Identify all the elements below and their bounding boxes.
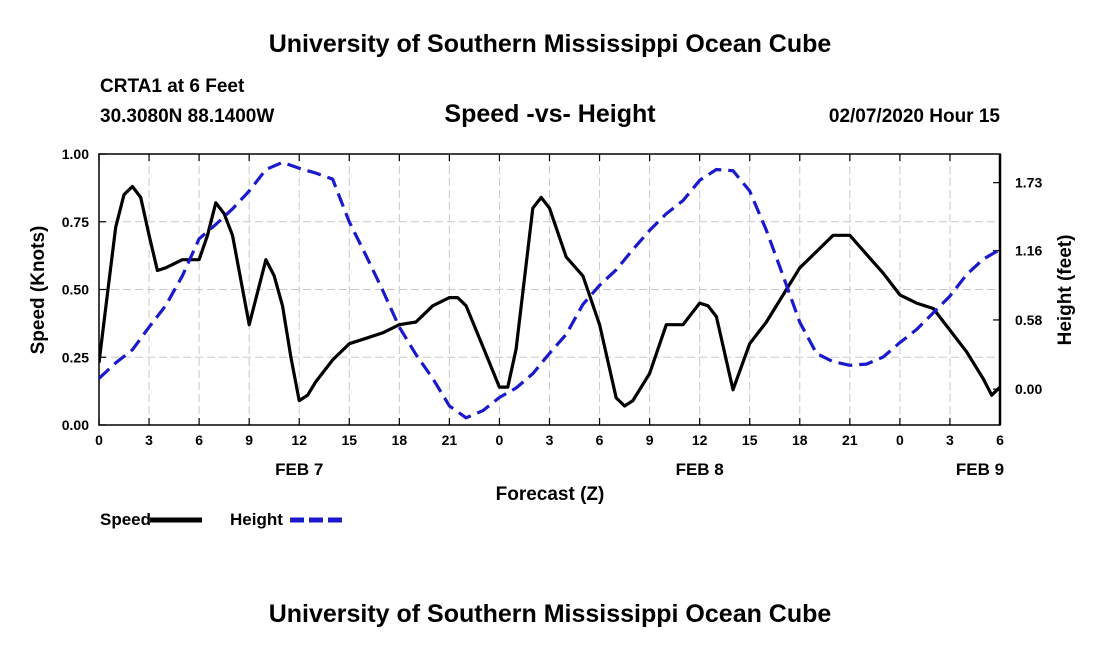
x-tick-label: 9 [245,432,253,448]
chart-series [99,160,1000,420]
x-tick-label: 6 [596,432,604,448]
x-tick-label: 3 [546,432,554,448]
x-tick-label: 0 [496,432,504,448]
y-tick-label-right: 1.16 [1015,243,1042,259]
x-tick-label: 15 [341,432,357,448]
speed-series-line [99,184,1000,408]
top-title: University of Southern Mississippi Ocean… [268,30,832,58]
station-label: CRTA1 at 6 Feet [100,76,245,97]
forecast-datetime: 02/07/2020 Hour 15 [828,106,1000,127]
x-tick-label: 18 [792,432,808,448]
day-label: FEB 9 [956,460,1004,479]
chart-title: Speed -vs- Height [444,100,656,128]
y-axis-title-left: Speed (Knots) [28,226,49,355]
y-tick-label-right: 0.00 [1015,381,1042,397]
x-tick-label: 21 [842,432,858,448]
x-tick-label: 15 [742,432,758,448]
x-tick-label: 3 [946,432,954,448]
x-tick-label: 12 [692,432,708,448]
height-series-line [99,160,1000,420]
x-tick-label: 6 [195,432,203,448]
y-tick-label-left: 0.00 [62,417,89,433]
x-tick-label: 0 [896,432,904,448]
chart-axes: 0 3 6 9 12 15 18 21 0 3 6 9 12 15 18 21 0 3 6 0.00 0.25 0.50 0… [62,146,1043,479]
day-label: FEB 7 [275,460,323,479]
legend-label: Speed [100,510,151,529]
y-tick-label-right: 0.58 [1015,312,1042,328]
x-tick-label: 18 [392,432,408,448]
x-tick-label: 12 [291,432,307,448]
y-tick-label-left: 0.25 [62,349,89,365]
x-tick-label: 9 [646,432,654,448]
x-tick-label: 3 [145,432,153,448]
x-tick-label: 0 [95,432,103,448]
y-tick-label-left: 0.50 [62,282,89,298]
y-tick-label-left: 0.75 [62,214,89,230]
station-coordinates: 30.3080N 88.1400W [100,106,275,127]
y-tick-label-right: 1.73 [1015,175,1042,191]
legend-label: Height [230,510,283,529]
day-label: FEB 8 [676,460,724,479]
x-tick-label: 6 [996,432,1004,448]
chart-legend: Speed Height [100,510,342,529]
x-axis-title: Forecast (Z) [496,484,605,505]
bottom-title: University of Southern Mississippi Ocean… [268,600,832,628]
x-tick-label: 21 [442,432,458,448]
y-tick-label-left: 1.00 [62,146,89,162]
chart-grid [99,154,1000,425]
y-axis-title-right: Height (feet) [1055,235,1076,346]
